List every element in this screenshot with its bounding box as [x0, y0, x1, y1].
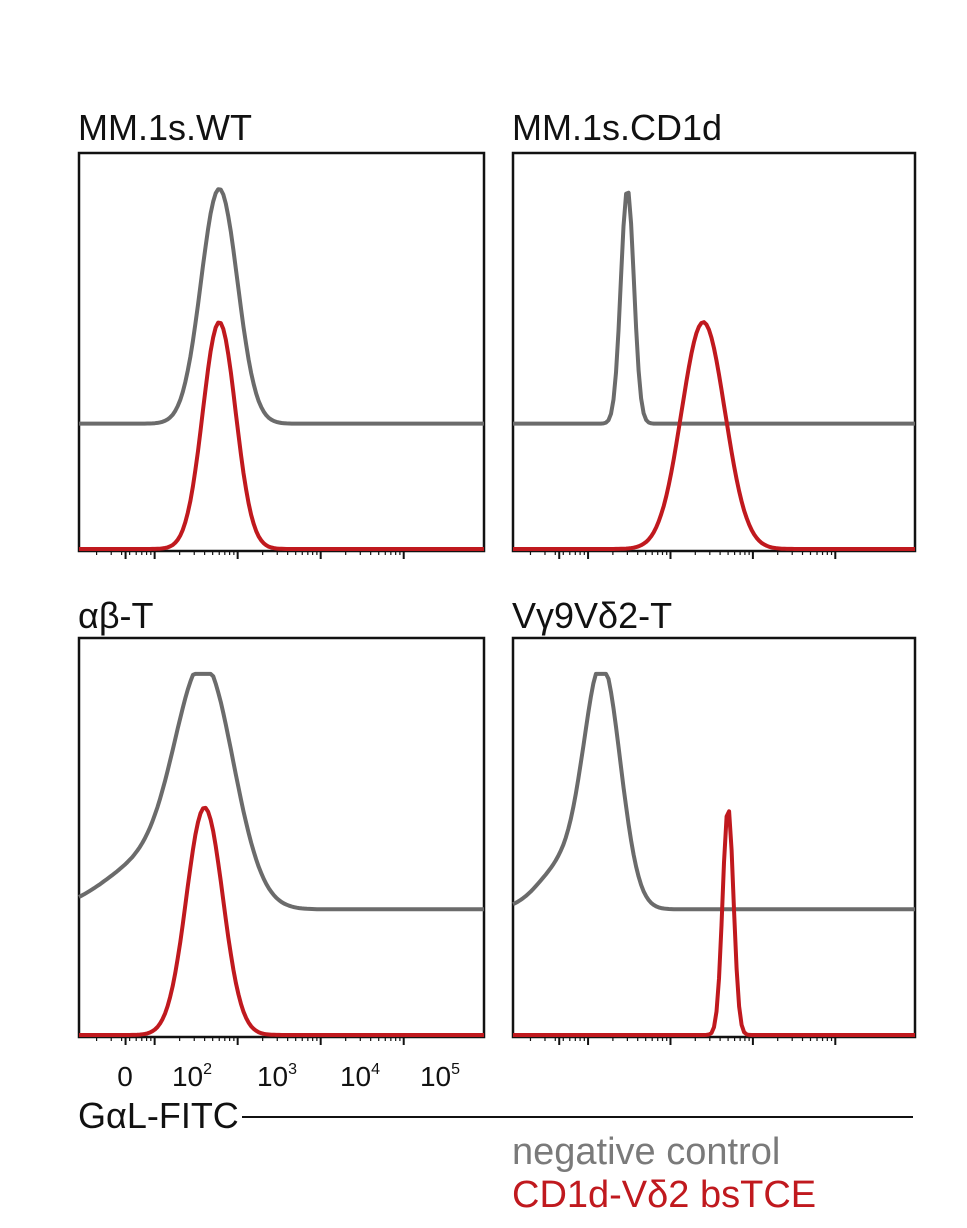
- series-cd1d-vd2-bstce: [513, 320, 915, 551]
- plot-frame: [77, 151, 486, 553]
- panel-vg9vd2-t: [511, 636, 917, 1045]
- x-tick-label-0: 0: [117, 1061, 133, 1092]
- panel-ab-t: [77, 636, 486, 1045]
- panel-title-mm1s-cd1d: MM.1s.CD1d: [512, 107, 722, 148]
- plot-frame: [77, 636, 486, 1039]
- series-cd1d-vd2-bstce: [513, 809, 915, 1037]
- series-negative-control: [79, 187, 484, 426]
- x-tick-label-10-2: 102: [172, 1061, 212, 1092]
- series-negative-control: [512, 671, 915, 912]
- panel-title-vg9vd2-t: Vγ9Vδ2-T: [512, 595, 672, 636]
- plot-frame: [511, 151, 917, 553]
- panel-mm1s-wt: [77, 151, 486, 559]
- x-tick-label-10-3: 103: [257, 1061, 297, 1092]
- plot-frame: [511, 636, 917, 1039]
- series-negative-control: [78, 671, 484, 912]
- x-tick-label-10-4: 104: [340, 1061, 380, 1092]
- x-tick-label-10-5: 105: [420, 1061, 460, 1092]
- panel-title-ab-t: αβ-T: [78, 595, 154, 636]
- series-cd1d-vd2-bstce: [79, 320, 484, 551]
- panel-mm1s-cd1d: [511, 151, 917, 559]
- series-negative-control: [513, 190, 915, 426]
- legend-negative-control: negative control: [512, 1131, 780, 1173]
- x-axis-label: GαL-FITC: [78, 1095, 239, 1136]
- panel-title-mm1s-wt: MM.1s.WT: [78, 107, 252, 148]
- legend-cd1d-vd2-bstce: CD1d-Vδ2 bsTCE: [512, 1174, 816, 1216]
- series-cd1d-vd2-bstce: [79, 805, 484, 1037]
